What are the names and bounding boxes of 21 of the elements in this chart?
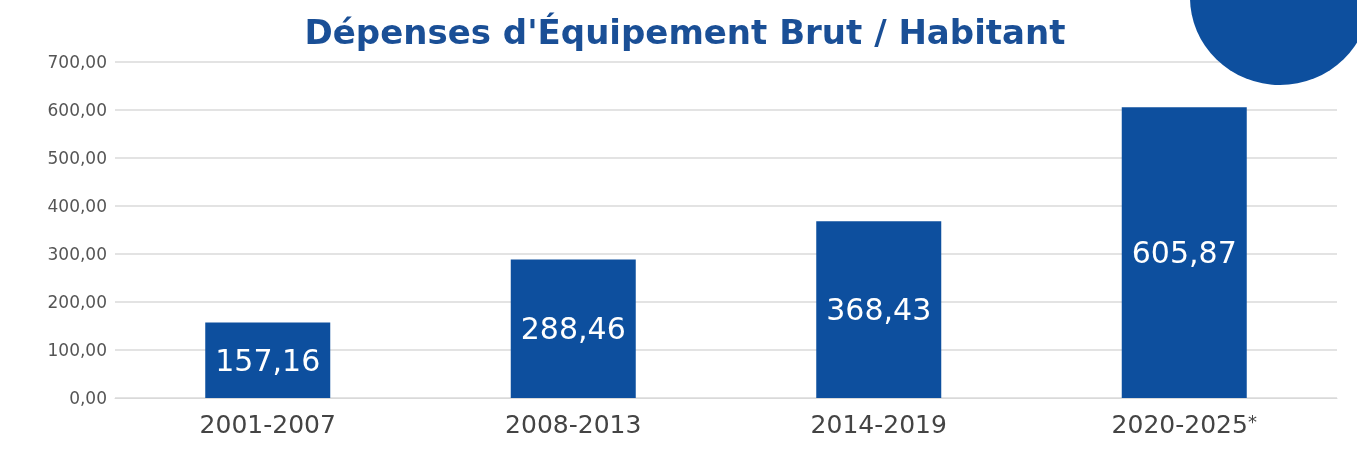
x-tick-label: 2001-2007 xyxy=(199,410,336,439)
data-label: 368,43 xyxy=(826,292,932,328)
y-tick-label: 500,00 xyxy=(47,148,107,168)
y-tick-label: 200,00 xyxy=(47,292,107,312)
data-label: 605,87 xyxy=(1131,235,1237,271)
bar xyxy=(816,221,942,398)
x-tick-label: 2008-2013 xyxy=(505,410,642,439)
data-label: 288,46 xyxy=(520,311,626,347)
y-tick-label: 700,00 xyxy=(47,52,107,72)
y-tick-label: 0,00 xyxy=(69,388,107,408)
bar xyxy=(510,259,636,398)
chart-title: Dépenses d'Équipement Brut / Habitant xyxy=(304,12,1066,52)
data-label: 157,16 xyxy=(215,342,321,378)
x-tick-label: 2014-2019 xyxy=(810,410,947,439)
bar xyxy=(205,322,331,398)
x-tick-label: 2020-2025* xyxy=(1111,410,1257,439)
y-tick-label: 400,00 xyxy=(47,196,107,216)
y-tick-label: 300,00 xyxy=(47,244,107,264)
y-tick-label: 100,00 xyxy=(47,340,107,360)
y-tick-label: 600,00 xyxy=(47,100,107,120)
bar xyxy=(1121,107,1247,398)
